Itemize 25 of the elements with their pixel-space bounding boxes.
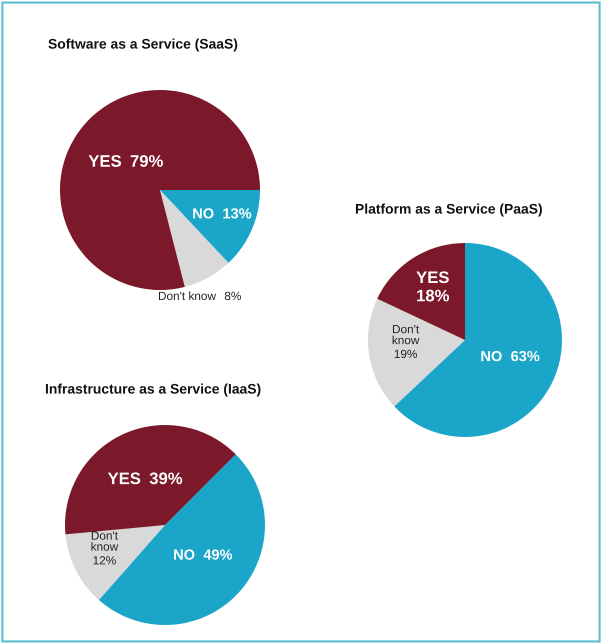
data-label: 18% [417, 290, 450, 302]
pie-slice [65, 525, 165, 600]
data-label: 79% [130, 155, 163, 167]
slice-label: NO [481, 350, 502, 362]
data-label: 19% [394, 350, 417, 358]
slice-label: Don't know [158, 291, 216, 300]
slice-label: NO [193, 208, 214, 219]
slice-label: YES [416, 271, 449, 284]
data-label: 13% [223, 208, 252, 219]
data-label: 8% [224, 292, 241, 300]
data-label: 49% [204, 549, 232, 560]
data-label: 63% [511, 350, 540, 362]
data-label: 39% [150, 472, 182, 484]
slice-label: Don't know [91, 532, 118, 551]
chart-title: Infrastructure as a Service (IaaS) [46, 384, 260, 396]
slice-label: NO [174, 549, 194, 560]
chart-title: Platform as a Service (PaaS) [356, 204, 542, 216]
slice-label: YES [108, 472, 140, 484]
slice-label: Don't know [392, 325, 420, 344]
pie-slice [60, 90, 260, 290]
data-label: 12% [94, 556, 116, 564]
pie-slice [160, 190, 260, 263]
slice-label: YES [88, 155, 122, 167]
pie-slice [394, 243, 562, 437]
chart-title: Software as a Service (SaaS) [48, 38, 238, 52]
